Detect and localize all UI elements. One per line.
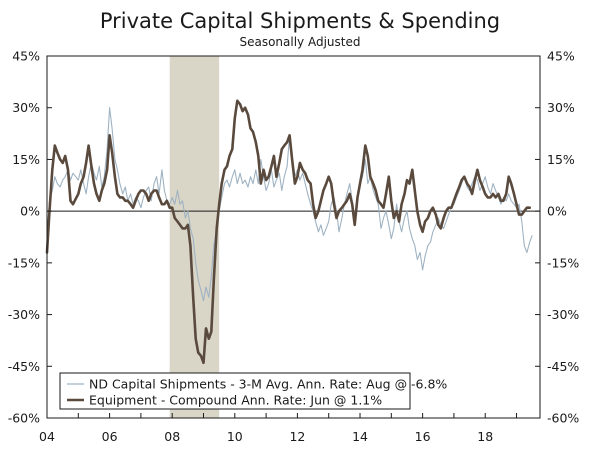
x-tick-label: 14 [352,429,368,444]
y-tick-label-right: -60% [547,411,579,426]
legend-box [59,372,411,410]
x-tick-label: 12 [289,429,305,444]
x-tick-label: 18 [477,429,493,444]
y-tick-label-left: 30% [12,100,40,115]
chart-subtitle: Seasonally Adjusted [239,35,360,49]
plot-frame [46,55,541,419]
y-tick-label-right: 0% [547,204,567,219]
x-tick-label: 08 [164,429,180,444]
y-axis-left: 45% 30% 15% 0% -15% -30% -45% -60% [8,49,52,426]
legend: ND Capital Shipments - 3-M Avg. Ann. Rat… [59,372,447,410]
plot-area [45,55,541,419]
y-tick-label-left: -60% [8,411,40,426]
y-tick-label-right: -45% [547,359,579,374]
y-axis-right: 45% 30% 15% 0% -15% -30% -45% -60% [535,49,579,426]
y-tick-label-right: 15% [547,152,575,167]
y-tick-label-left: 0% [20,204,40,219]
y-tick-label-left: -30% [8,307,40,322]
legend-label-shipments: ND Capital Shipments - 3-M Avg. Ann. Rat… [89,377,447,392]
series-equipment-line [45,99,531,365]
x-tick-label: 04 [39,429,55,444]
x-tick-label: 16 [415,429,431,444]
y-tick-label-left: 15% [12,152,40,167]
y-tick-label-right: -15% [547,255,579,270]
chart-title: Private Capital Shipments & Spending [100,9,500,33]
y-tick-label-right: 45% [547,49,575,64]
y-tick-label-left: -15% [8,255,40,270]
legend-label-equipment: Equipment - Compound Ann. Rate: Jun @ 1.… [89,393,382,408]
y-tick-label-right: -30% [547,307,579,322]
y-tick-label-left: 45% [12,49,40,64]
y-tick-label-right: 30% [547,100,575,115]
x-tick-label: 06 [102,429,118,444]
y-tick-label-left: -45% [8,359,40,374]
recession-band [169,56,220,418]
x-tick-label: 10 [227,429,243,444]
x-axis: 04 06 08 10 12 14 16 18 [39,413,518,444]
